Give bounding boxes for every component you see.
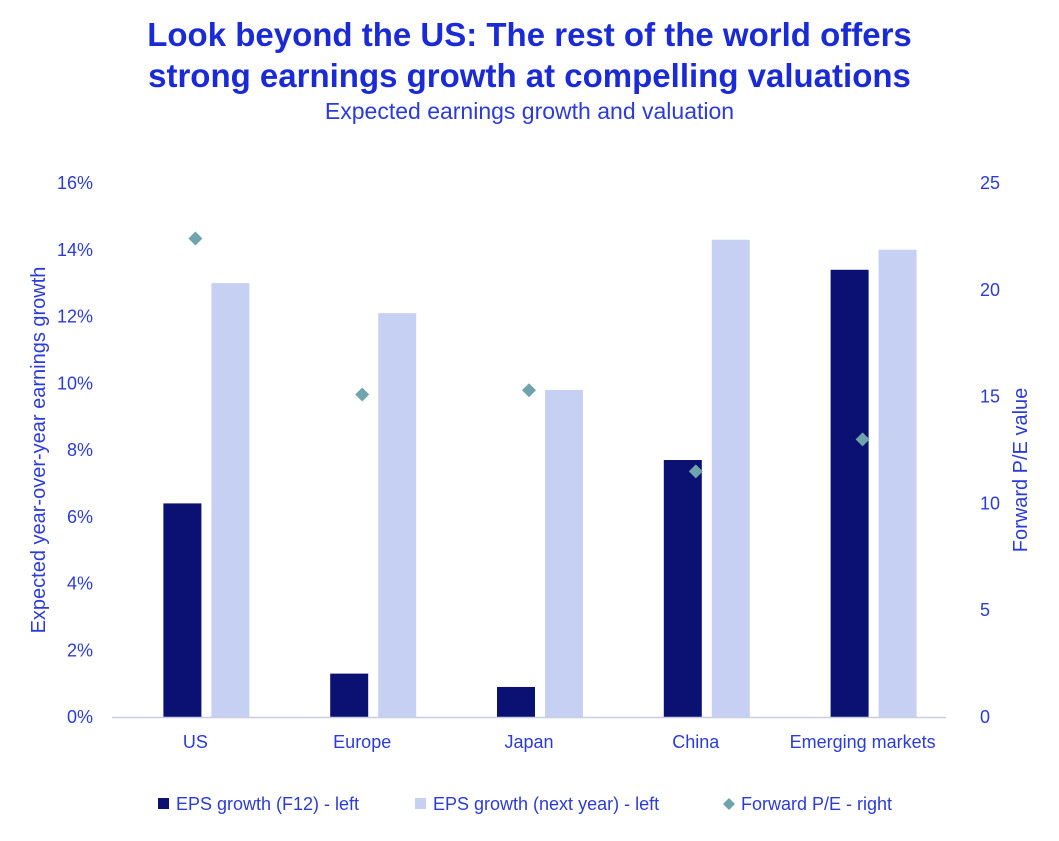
- bar-1-china: [663, 460, 702, 717]
- bar-1-europe: [330, 673, 369, 717]
- category-label: Emerging markets: [790, 732, 936, 752]
- right-axis-tick-label: 0: [980, 707, 990, 727]
- legend-label-2: EPS growth (next year) - left: [433, 794, 659, 814]
- pe-marker-china: [688, 464, 703, 479]
- left-axis-tick-label: 8%: [67, 440, 93, 460]
- left-axis-tick-label: 0%: [67, 707, 93, 727]
- left-axis-title: Expected year-over-year earnings growth: [28, 267, 50, 634]
- legend-swatch-1: [158, 798, 169, 809]
- left-axis-tick-label: 16%: [57, 173, 93, 193]
- right-axis-tick-label: 5: [980, 600, 990, 620]
- legend-label-3: Forward P/E - right: [741, 794, 892, 814]
- bar-1-us: [163, 503, 202, 717]
- category-label: Japan: [504, 732, 553, 752]
- pe-marker-japan: [522, 383, 536, 398]
- category-label: US: [183, 732, 208, 752]
- chart-title: Look beyond the US: The rest of the worl…: [0, 14, 1059, 96]
- legend-label-1: EPS growth (F12) - left: [176, 794, 359, 814]
- bar-2-china: [711, 239, 750, 718]
- right-axis-tick-label: 15: [980, 387, 1000, 407]
- chart-title-line-1: Look beyond the US: The rest of the worl…: [147, 16, 912, 53]
- bar-2-us: [211, 283, 250, 717]
- category-label: Europe: [333, 732, 391, 752]
- right-axis-tick-label: 20: [980, 280, 1000, 300]
- bar-1-emerging-markets: [830, 269, 869, 717]
- pe-marker-emerging-markets: [855, 432, 870, 447]
- left-axis-tick-label: 10%: [57, 373, 93, 393]
- left-axis-tick-label: 12%: [57, 307, 93, 327]
- right-axis-title: Forward P/E value: [1010, 388, 1032, 553]
- pe-marker-us: [188, 231, 203, 246]
- bar-2-japan: [545, 389, 583, 717]
- chart-subtitle: Expected earnings growth and valuation: [324, 98, 735, 124]
- right-axis-tick-label: 10: [980, 493, 1000, 513]
- right-axis-tick-label: 25: [980, 173, 1000, 193]
- left-axis-tick-label: 6%: [67, 507, 93, 527]
- category-label: China: [672, 732, 720, 752]
- legend-swatch-3: [723, 798, 735, 810]
- bar-2-europe: [378, 313, 417, 717]
- bar-1-japan: [497, 686, 535, 717]
- left-axis-tick-label: 2%: [67, 640, 93, 660]
- bar-2-emerging-markets: [878, 249, 917, 717]
- legend-swatch-2: [415, 798, 426, 809]
- chart-title-line-2: strong earnings growth at compelling val…: [148, 57, 911, 94]
- pe-marker-europe: [355, 387, 370, 402]
- left-axis-tick-label: 14%: [57, 240, 93, 260]
- left-axis-tick-label: 4%: [67, 574, 93, 594]
